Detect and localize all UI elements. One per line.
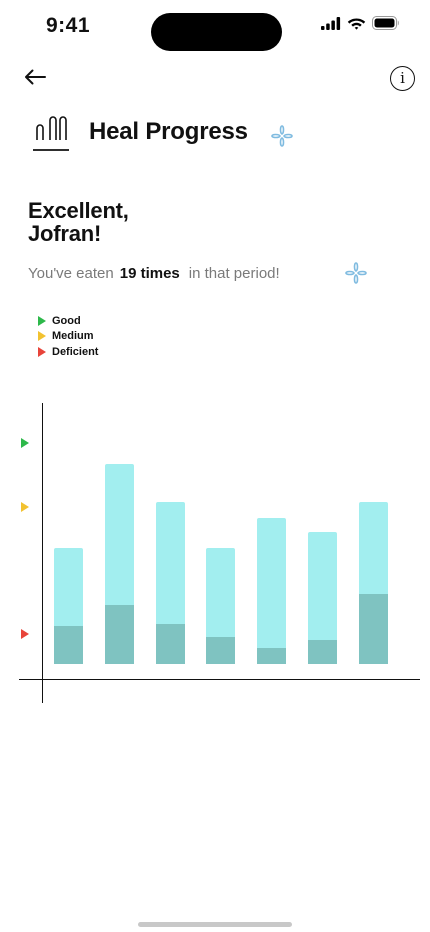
legend-item-medium: Medium — [38, 329, 98, 345]
greeting: Excellent, Jofran! — [28, 199, 129, 245]
greeting-name: Jofran! — [28, 221, 102, 246]
summary-suffix: in that period! — [188, 265, 280, 282]
status-icons — [321, 16, 400, 30]
home-indicator — [138, 922, 292, 927]
bar-segment — [257, 647, 287, 664]
bar-segment — [155, 623, 185, 664]
signal-icon — [321, 16, 341, 30]
level-marker-deficient — [21, 629, 29, 640]
dynamic-island — [151, 13, 282, 51]
bar[interactable] — [206, 547, 236, 664]
triangle-right-icon — [38, 331, 46, 342]
x-axis — [19, 679, 420, 680]
summary-prefix: You've eaten — [28, 265, 114, 282]
y-axis — [42, 403, 43, 703]
status-time: 9:41 — [46, 14, 91, 37]
greeting-line-1: Excellent, — [28, 198, 129, 223]
bar[interactable] — [155, 502, 185, 664]
back-button[interactable] — [22, 64, 48, 90]
level-marker-medium — [21, 502, 29, 513]
bar-segment — [206, 636, 236, 664]
info-icon: i — [400, 69, 405, 87]
wifi-icon — [347, 18, 366, 30]
bar[interactable] — [257, 518, 287, 664]
level-marker-good — [21, 437, 29, 448]
arrow-left-icon — [25, 69, 46, 85]
page-title: Heal Progress — [89, 118, 248, 145]
battery-icon — [372, 16, 399, 30]
bar-segment — [54, 626, 83, 664]
bar-segment — [104, 604, 134, 664]
bar-chart-icon — [33, 116, 69, 151]
bar[interactable] — [358, 502, 388, 664]
bar[interactable] — [54, 547, 83, 664]
legend-item-good: Good — [38, 313, 98, 329]
meal-count: 19 times — [119, 265, 180, 282]
sparkle-icon — [271, 125, 293, 147]
bar[interactable] — [104, 464, 134, 664]
info-button[interactable]: i — [390, 66, 415, 91]
chart-legend: Good Medium Deficient — [38, 313, 98, 360]
legend-label: Good — [52, 314, 81, 327]
progress-chart — [0, 395, 430, 715]
triangle-right-icon — [38, 346, 46, 357]
legend-label: Deficient — [52, 345, 99, 358]
legend-item-deficient: Deficient — [38, 344, 98, 360]
bar-segment — [358, 593, 388, 664]
bar[interactable] — [308, 531, 337, 664]
bar-segment — [308, 639, 337, 664]
triangle-right-icon — [38, 315, 46, 326]
sparkle-icon — [345, 262, 367, 284]
legend-label: Medium — [52, 330, 94, 343]
meal-summary: You've eaten 19 times in that period! — [28, 265, 280, 282]
